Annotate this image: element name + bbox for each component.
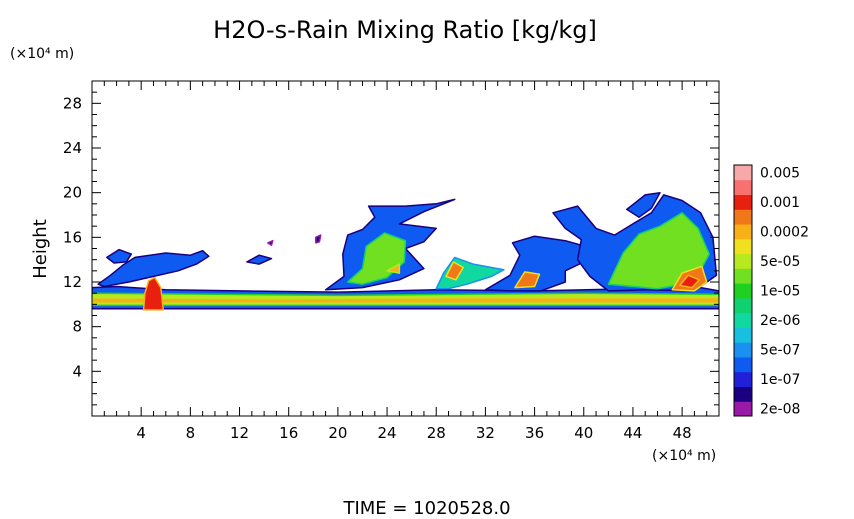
- contour-fill: [92, 191, 719, 311]
- legend-swatch: [734, 224, 752, 240]
- legend-frame: [733, 164, 753, 417]
- x-tick-label: 16: [279, 424, 298, 442]
- legend-swatch: [734, 342, 752, 358]
- x-tick-label: 48: [673, 424, 692, 442]
- legend-label: 2e-08: [760, 402, 800, 418]
- x-tick-label: 20: [328, 424, 347, 442]
- legend-swatch: [734, 209, 752, 225]
- y-tick-label: 4: [72, 362, 82, 380]
- contour-region-17: [626, 191, 661, 218]
- legend-label: 0.001: [760, 195, 800, 211]
- contour-region-4: [97, 249, 210, 288]
- x-tick-label: 32: [476, 424, 495, 442]
- contour-region-11: [386, 263, 401, 274]
- legend-label: 1e-07: [760, 372, 800, 388]
- legend-swatch: [734, 297, 752, 314]
- legend-swatch: [734, 327, 752, 343]
- y-tick-label: 8: [72, 318, 82, 336]
- contour-region-13: [445, 261, 465, 281]
- legend-swatch: [734, 371, 752, 387]
- legend-label: 0.005: [760, 165, 800, 181]
- legend-label: 5e-05: [760, 254, 800, 270]
- time-footer: TIME = 1020528.0: [342, 498, 510, 519]
- x-tick-label: 12: [230, 424, 249, 442]
- y-tick-label: 28: [63, 94, 82, 112]
- x-tick-label: 44: [623, 424, 642, 442]
- y-tick-label: 24: [63, 139, 82, 157]
- legend-swatch: [734, 401, 752, 417]
- x-tick-label: 40: [574, 424, 593, 442]
- legend-swatch: [734, 253, 752, 269]
- x-tick-label: 36: [525, 424, 544, 442]
- contour-region-3: [142, 276, 165, 311]
- contour-region-15: [514, 271, 541, 289]
- legend-swatch: [734, 179, 752, 196]
- legend-swatch: [734, 165, 752, 181]
- x-tick-label: 24: [378, 424, 397, 442]
- legend-label: 2e-06: [760, 313, 800, 329]
- legend-label: 5e-07: [760, 343, 800, 359]
- x-unit-label: (×10⁴ m): [652, 448, 716, 464]
- y-unit-label: (×10⁴ m): [10, 46, 74, 62]
- contour-region-12: [435, 256, 505, 290]
- contour-region-20: [678, 274, 701, 289]
- legend-label: 1e-05: [760, 284, 800, 300]
- legend-swatch: [734, 283, 752, 299]
- x-tick-label: 8: [186, 424, 196, 442]
- color-legend: 2e-08 1e-07 5e-07 2e-06 1e-05 5e-05 0.0002 0.00…: [733, 164, 809, 418]
- legend-swatch: [734, 268, 752, 284]
- contour-region-5: [106, 248, 133, 264]
- legend-swatch: [734, 386, 752, 402]
- legend-label: 0.0002: [760, 224, 809, 240]
- legend-swatch: [734, 238, 752, 255]
- contour-region-2: [92, 296, 719, 304]
- contour-region-6: [246, 254, 273, 265]
- y-tick-label: 16: [63, 228, 82, 246]
- x-tick-label: 4: [136, 424, 146, 442]
- legend-swatch: [734, 312, 752, 328]
- legend-swatch: [734, 194, 752, 210]
- contour-region-8: [315, 234, 322, 244]
- legend-swatch: [734, 356, 752, 373]
- x-tick-label: 28: [427, 424, 446, 442]
- y-axis-label: Height: [30, 219, 51, 279]
- y-tick-label: 20: [63, 184, 82, 202]
- chart-title: H2O-s-Rain Mixing Ratio [kg/kg]: [213, 16, 597, 44]
- y-tick-label: 12: [63, 273, 82, 291]
- contour-region-7: [267, 239, 274, 246]
